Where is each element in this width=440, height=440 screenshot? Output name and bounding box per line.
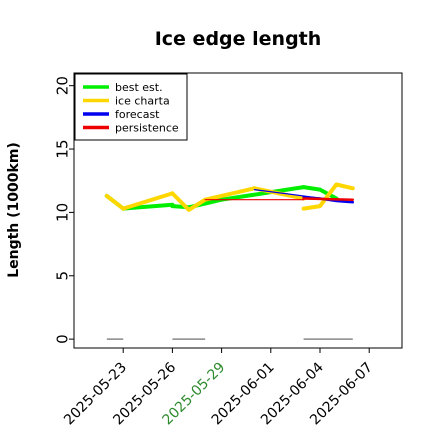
series-line-best-est (219, 185, 306, 202)
series-line-ice-charta (203, 186, 257, 202)
series-line-persistence (302, 197, 355, 201)
series-line-ice-charta (170, 191, 208, 212)
legend-label: ice charta (115, 95, 170, 108)
series-line-ice-charta (104, 193, 126, 211)
y-tick-label: 0 (53, 334, 71, 344)
plot-frame (73, 72, 403, 349)
series-line-ice-charta (252, 186, 306, 201)
series-line-ice-charta (301, 182, 355, 211)
y-tick-label: 15 (53, 139, 71, 158)
legend-label: best est. (115, 81, 163, 94)
y-tick-label: 5 (53, 271, 71, 281)
legend-label: persistence (115, 122, 179, 135)
series-line-best-est (301, 185, 339, 201)
y-tick-label: 10 (53, 203, 71, 222)
chart-title: Ice edge length (155, 28, 322, 50)
y-axis-label: Length (1000km) (6, 142, 22, 278)
y-tick-label: 20 (53, 76, 71, 95)
legend-label: forecast (115, 108, 160, 121)
plot-area (104, 182, 355, 340)
series-line-ice-charta (121, 191, 175, 211)
